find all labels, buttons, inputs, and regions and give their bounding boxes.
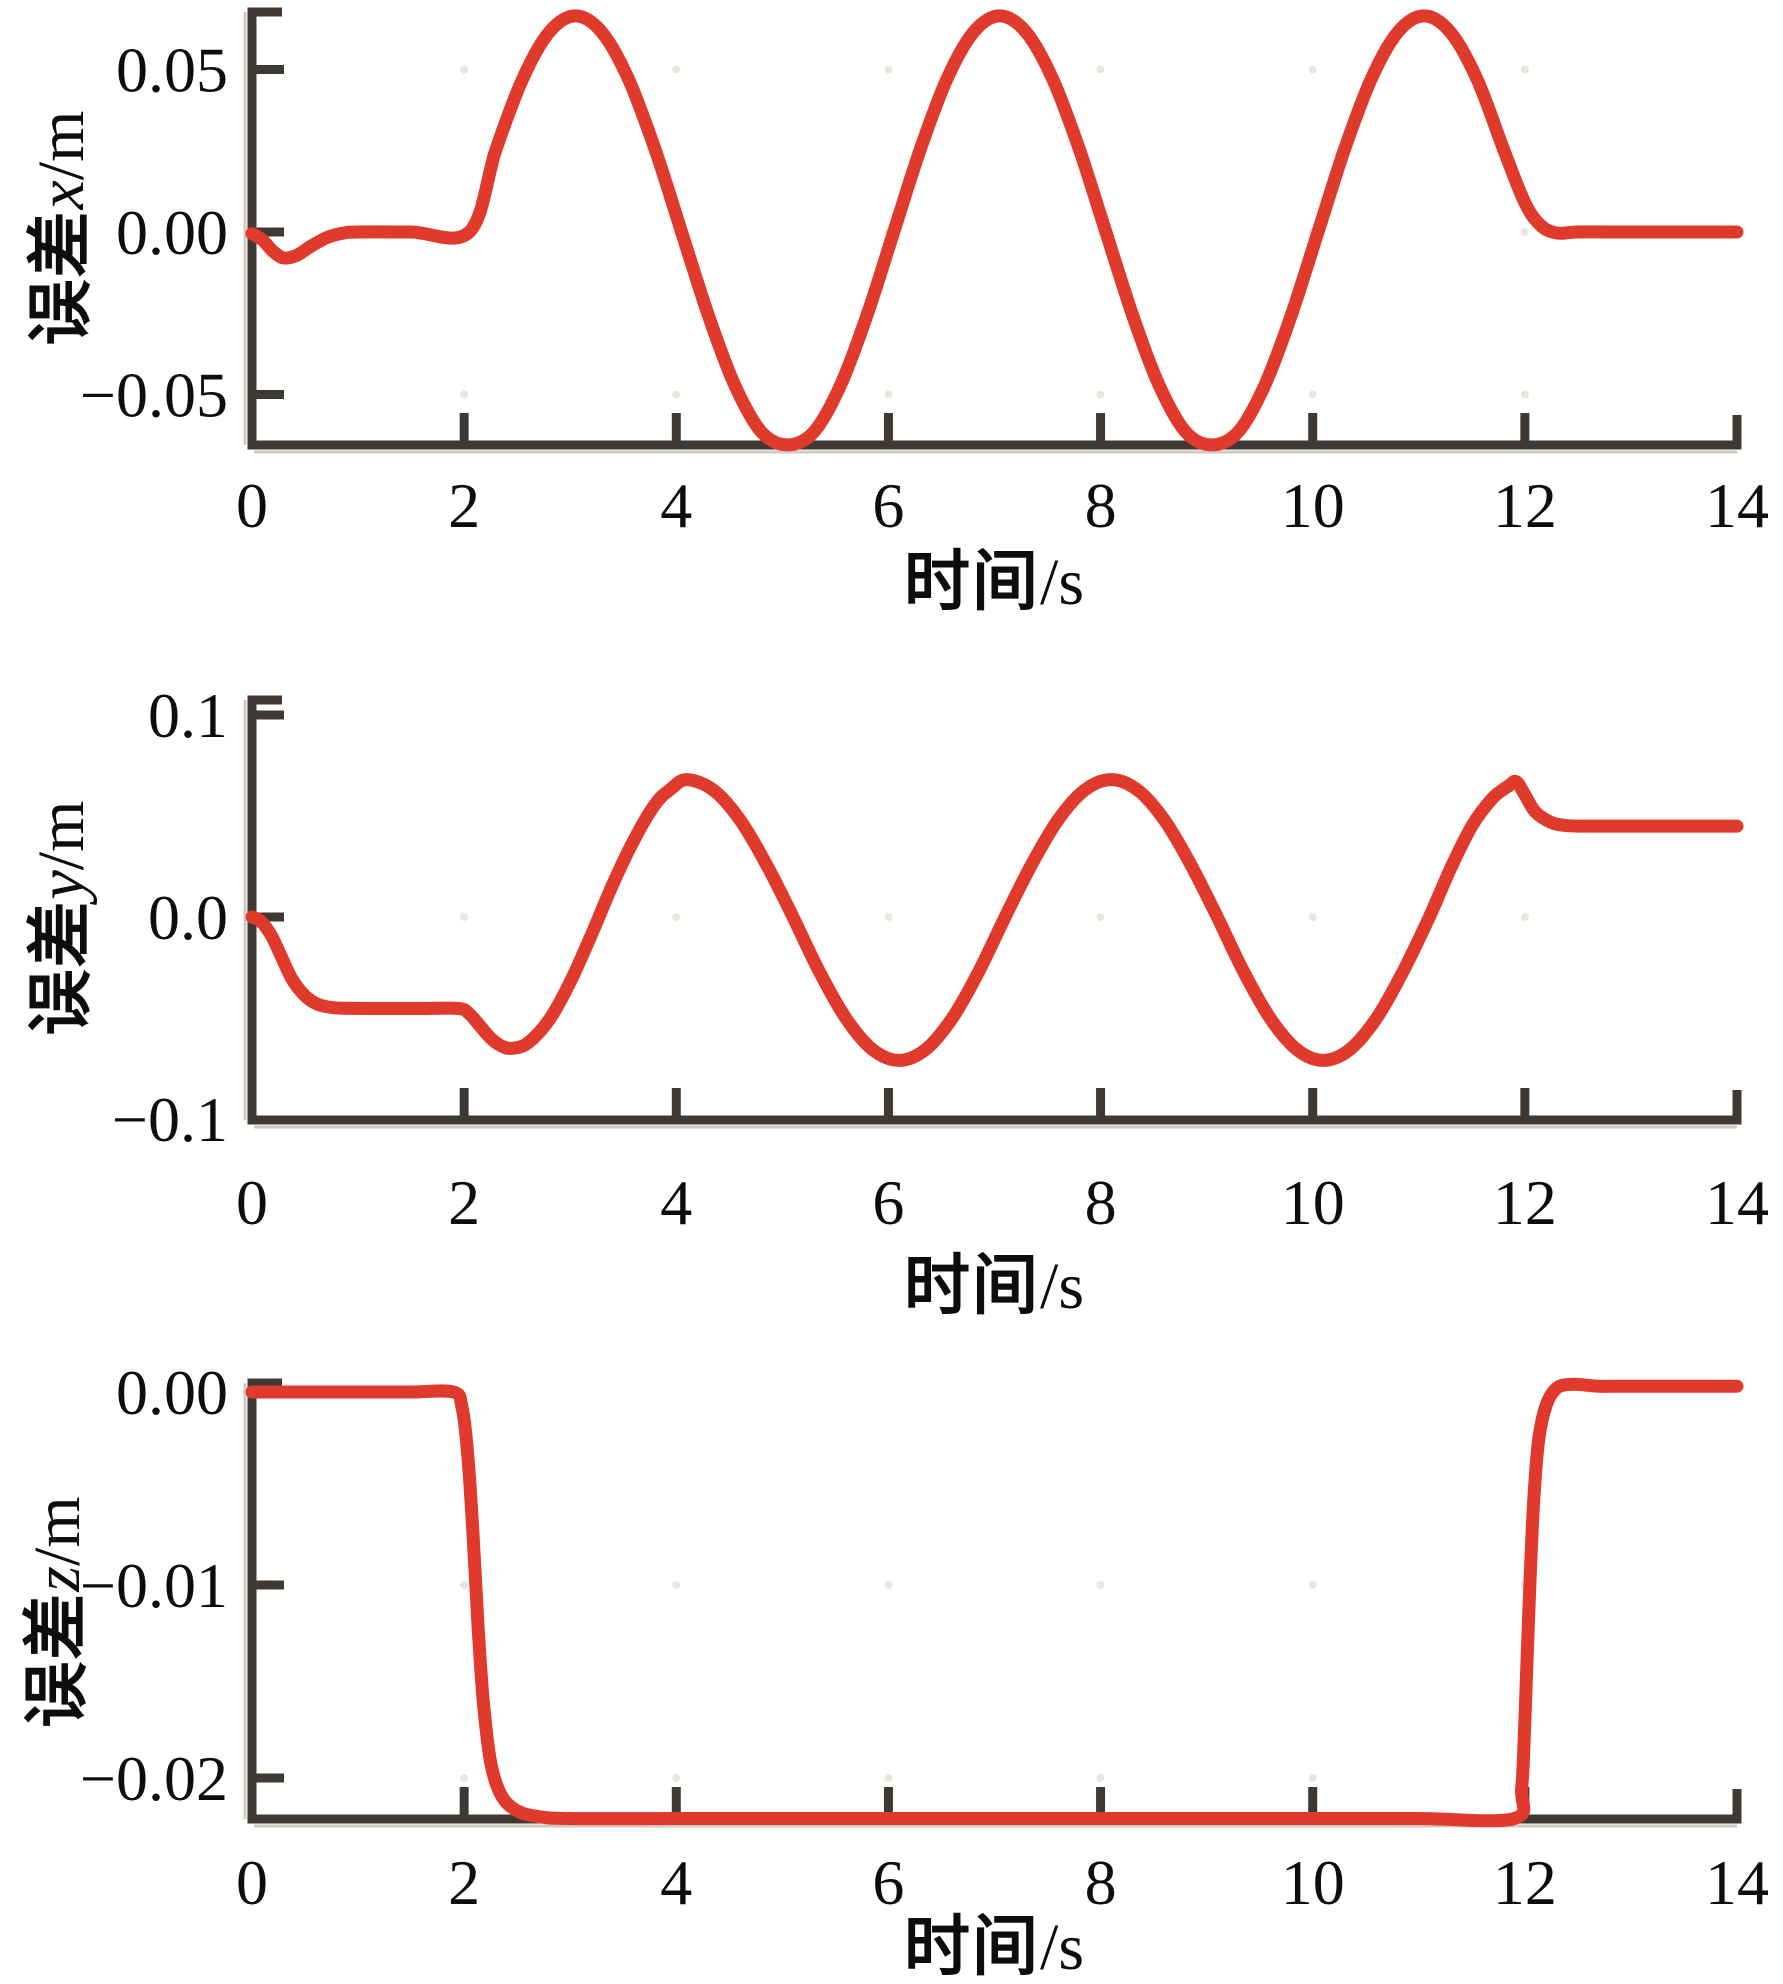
x-tick-label: 4 [660,1167,692,1238]
ylabel-variable: x [25,180,98,210]
x-tick-label: 2 [448,1847,480,1918]
x-tick-label: 4 [660,1847,692,1918]
grid-dot [884,1581,893,1589]
y-axis-label-error-x: 误差x/m [25,111,98,346]
ylabel-variable: z [21,1566,94,1592]
ylabel-text: 误差 [21,1591,94,1728]
grid-dot [672,65,681,74]
x-tick-label: 2 [448,1167,480,1238]
grid-dot [884,65,893,74]
grid-dot [1096,65,1105,74]
grid-dot [672,913,681,921]
grid-dot [672,1774,681,1782]
x-tick-label: 8 [1085,470,1117,541]
grid-dot [672,390,681,399]
grid-dot [1520,228,1529,236]
y-tick-label: −0.02 [80,1743,228,1814]
ylabel-unit: /m [21,1496,94,1566]
grid-dot [884,390,893,399]
y-axis-label-error-z: 误差z/m [21,1496,94,1727]
x-tick-label: 0 [236,470,268,541]
x-axis-label-time-2: 时间/s [904,1254,1084,1320]
error-x-plot: 0 2 4 6 8 10 12 14 0.05 0.00 −0.05 [80,7,1769,541]
x-axis-label-time-1: 时间/s [904,550,1084,616]
xlabel-unit: /s [1039,1250,1085,1323]
ylabel-unit: /m [25,800,98,871]
error-z-panel: 0 2 4 6 8 10 12 14 0.00 −0.01 −0.02 误差z/m 时间/s [0,1320,1783,1982]
x-tick-label: 6 [872,1847,904,1918]
x-tick-label: 4 [660,470,692,541]
grid-dot [1096,1581,1105,1589]
x-tick-label: 8 [1085,1847,1117,1918]
x-tick-label: 12 [1493,470,1557,541]
grid-dot [460,390,469,399]
y-tick-label: 0.00 [116,197,228,268]
grid-dot [884,1774,893,1782]
x-tick-label: 12 [1493,1167,1557,1238]
error-y-plot: 0 2 4 6 8 10 12 14 0.1 0.0 −0.1 [112,680,1769,1238]
error-curve [245,9,1744,452]
grid-dot [460,65,469,74]
grid-dot [460,1774,469,1782]
error-curve [245,1377,1744,1828]
error-curve [245,773,1744,1067]
axes [247,695,1742,1125]
y-axis-label-error-y: 误差y/m [25,801,98,1036]
x-tick-label: 14 [1705,1847,1769,1918]
grid-dot [1308,1774,1317,1782]
x-tick-label: 10 [1281,1847,1345,1918]
x-tick-label: 8 [1085,1167,1117,1238]
error-z-plot: 0 2 4 6 8 10 12 14 0.00 −0.01 −0.02 [80,1357,1769,1918]
x-tick-label: 2 [448,470,480,541]
grid-dot [1308,390,1317,399]
error-x-panel: 0 2 4 6 8 10 12 14 0.05 0.00 −0.05 误差x/m 时间/s [0,0,1783,650]
y-tick-label: 0.1 [148,680,228,751]
x-tick-label: 10 [1281,1167,1345,1238]
grid-dot [672,1581,681,1589]
ylabel-text: 误差 [25,899,98,1036]
x-tick-label: 14 [1705,1167,1769,1238]
xlabel-text: 时间 [903,546,1040,619]
x-axis-label-time-3: 时间/s [904,1915,1084,1981]
y-tick-label: −0.01 [80,1550,228,1621]
xlabel-text: 时间 [903,1250,1040,1323]
x-tick-label: 0 [236,1847,268,1918]
grid-dot [1520,913,1529,921]
grid-dot [1096,390,1105,399]
grid-dot [1096,913,1105,921]
axes [247,1378,1742,1824]
ylabel-variable: y [25,870,98,900]
x-tick-label: 6 [872,470,904,541]
grid-dot [1308,65,1317,74]
grid-dot [1308,1581,1317,1589]
axes [247,7,1742,450]
grid-dot [460,1581,469,1589]
x-tick-label: 14 [1705,470,1769,541]
x-tick-label: 0 [236,1167,268,1238]
grid-dot [1308,913,1317,921]
grid-dot [1520,65,1529,74]
ylabel-unit: /m [25,110,98,181]
grid-dot [884,913,893,921]
x-tick-label: 10 [1281,470,1345,541]
y-tick-label: 0.05 [116,35,228,106]
y-tick-label: −0.1 [112,1084,228,1155]
xlabel-unit: /s [1039,1911,1085,1984]
xlabel-text: 时间 [903,1911,1040,1984]
x-tick-label: 6 [872,1167,904,1238]
ylabel-text: 误差 [25,209,98,346]
y-tick-label: −0.05 [80,360,228,431]
xlabel-unit: /s [1039,546,1085,619]
x-tick-label: 12 [1493,1847,1557,1918]
grid-dot [1096,1774,1105,1782]
y-tick-label: 0.00 [116,1357,228,1428]
grid-dot [460,913,469,921]
error-y-panel: 0 2 4 6 8 10 12 14 0.1 0.0 −0.1 误差y/m 时间/s [0,650,1783,1320]
grid-dot [1520,390,1529,399]
y-tick-label: 0.0 [148,882,228,953]
